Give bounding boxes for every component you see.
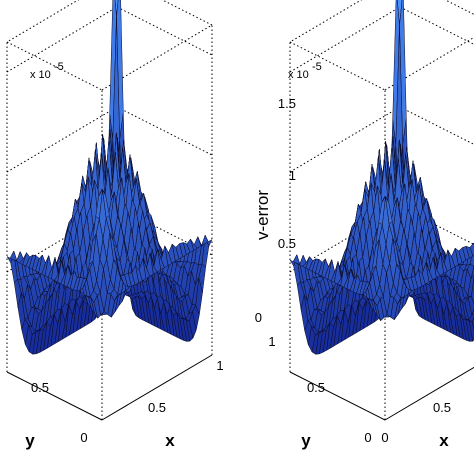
u-error-surface-plot: x 10-5 y x 0.5 1 0.5 0 <box>6 0 224 450</box>
y-axis-label: y <box>25 431 35 450</box>
x-tick-label: 0.5 <box>148 400 166 415</box>
x-tick-label: 1 <box>216 358 223 373</box>
z-tick-label: 0 <box>255 310 262 325</box>
y-tick-label: 0 <box>364 430 371 445</box>
z-exponent-label: -5 <box>54 61 64 73</box>
surface-mesh <box>6 0 213 355</box>
x-axis-label: x <box>439 431 449 450</box>
y-tick-label: 0.5 <box>307 380 325 395</box>
surface-mesh <box>289 0 474 355</box>
axes-edges <box>289 366 474 421</box>
z-multiplier-label: x 10 <box>288 69 309 81</box>
z-axis-label: v-error <box>253 190 272 240</box>
x-tick-label: 0 <box>381 430 388 445</box>
surface-patch <box>114 0 119 17</box>
y-tick-label: 0 <box>80 430 87 445</box>
surface-patch <box>381 195 389 203</box>
z-tick-label: 0.5 <box>278 236 296 251</box>
z-tick-label: 1.5 <box>278 96 296 111</box>
z-tick-label: 1 <box>289 168 296 183</box>
y-axis-label: y <box>301 431 311 450</box>
z-exponent-label: -5 <box>312 61 322 73</box>
y-tick-label: 0.5 <box>31 380 49 395</box>
z-multiplier-label: x 10 <box>30 69 51 81</box>
axes-edges <box>6 354 213 421</box>
x-axis-label: x <box>165 431 175 450</box>
y-tick-label: 1 <box>268 334 275 349</box>
surface-patch <box>98 188 106 197</box>
x-tick-label: 0.5 <box>433 400 451 415</box>
